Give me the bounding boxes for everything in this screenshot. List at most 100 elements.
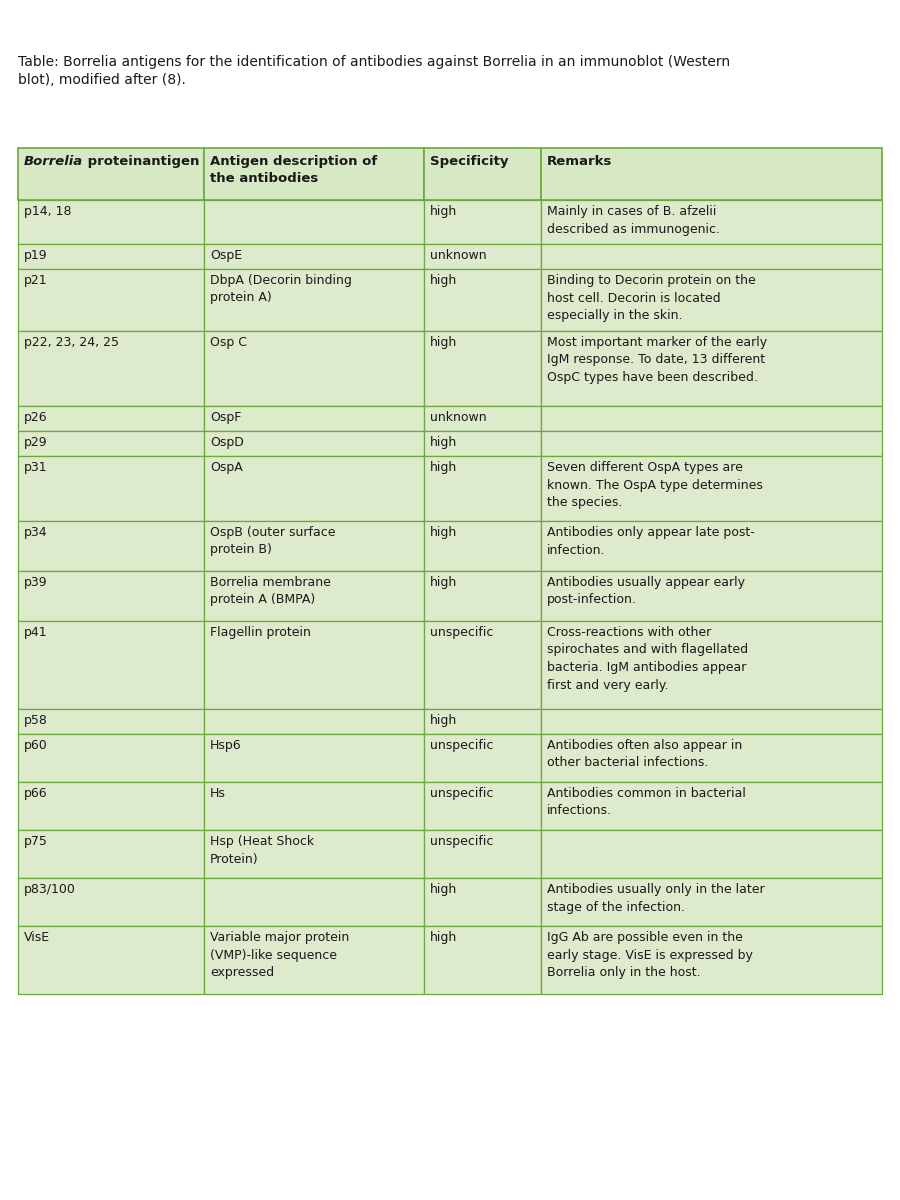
Bar xyxy=(541,878,882,926)
Text: unspecific: unspecific xyxy=(430,626,493,638)
Bar xyxy=(203,431,424,456)
Text: p14, 18: p14, 18 xyxy=(24,205,71,218)
Text: Antibodies only appear late post-
infection.: Antibodies only appear late post- infect… xyxy=(546,526,754,557)
Bar xyxy=(424,622,541,709)
Bar xyxy=(541,406,882,431)
Bar xyxy=(18,331,203,406)
Text: p22, 23, 24, 25: p22, 23, 24, 25 xyxy=(24,336,119,349)
Text: p41: p41 xyxy=(24,626,48,638)
Bar xyxy=(203,406,424,431)
Bar xyxy=(541,926,882,994)
Bar xyxy=(424,431,541,456)
Bar xyxy=(18,878,203,926)
Bar xyxy=(424,926,541,994)
Bar xyxy=(18,431,203,456)
Bar xyxy=(541,200,882,244)
Bar xyxy=(541,709,882,734)
Bar xyxy=(203,331,424,406)
Bar xyxy=(203,782,424,830)
Text: unspecific: unspecific xyxy=(430,835,493,848)
Text: Remarks: Remarks xyxy=(546,155,612,168)
Text: Borrelia: Borrelia xyxy=(24,155,83,168)
Bar xyxy=(18,148,203,200)
Text: high: high xyxy=(430,461,457,474)
Text: high: high xyxy=(430,883,457,896)
Bar xyxy=(424,406,541,431)
Text: Binding to Decorin protein on the
host cell. Decorin is located
especially in th: Binding to Decorin protein on the host c… xyxy=(546,274,755,322)
Bar xyxy=(424,521,541,571)
Text: Antigen description of
the antibodies: Antigen description of the antibodies xyxy=(210,155,377,186)
Bar xyxy=(18,926,203,994)
Text: Cross-reactions with other
spirochates and with flagellated
bacteria. IgM antibo: Cross-reactions with other spirochates a… xyxy=(546,626,748,691)
Text: unspecific: unspecific xyxy=(430,787,493,800)
Text: Mainly in cases of B. afzelii
described as immunogenic.: Mainly in cases of B. afzelii described … xyxy=(546,205,720,235)
Bar xyxy=(424,269,541,331)
Text: Antibodies usually appear early
post-infection.: Antibodies usually appear early post-inf… xyxy=(546,576,744,606)
Text: high: high xyxy=(430,436,457,449)
Text: p29: p29 xyxy=(24,436,48,449)
Bar xyxy=(424,244,541,269)
Bar xyxy=(18,406,203,431)
Bar xyxy=(203,878,424,926)
Bar xyxy=(424,878,541,926)
Text: blot), modified after (8).: blot), modified after (8). xyxy=(18,73,186,86)
Text: Hsp (Heat Shock
Protein): Hsp (Heat Shock Protein) xyxy=(210,835,314,865)
Text: IgG Ab are possible even in the
early stage. VisE is expressed by
Borrelia only : IgG Ab are possible even in the early st… xyxy=(546,931,752,979)
Bar xyxy=(18,734,203,782)
Bar xyxy=(541,571,882,622)
Bar xyxy=(424,200,541,244)
Bar xyxy=(18,521,203,571)
Text: OspA: OspA xyxy=(210,461,242,474)
Text: Table: Borrelia antigens for the identification of antibodies against Borrelia i: Table: Borrelia antigens for the identif… xyxy=(18,55,730,68)
Text: high: high xyxy=(430,526,457,539)
Bar xyxy=(203,269,424,331)
Text: high: high xyxy=(430,336,457,349)
Bar xyxy=(541,269,882,331)
Bar xyxy=(541,782,882,830)
Bar xyxy=(541,830,882,878)
Text: Borrelia membrane
protein A (BMPA): Borrelia membrane protein A (BMPA) xyxy=(210,576,330,606)
Text: high: high xyxy=(430,205,457,218)
Text: unknown: unknown xyxy=(430,248,487,262)
Text: OspB (outer surface
protein B): OspB (outer surface protein B) xyxy=(210,526,336,557)
Text: p26: p26 xyxy=(24,410,48,424)
Bar xyxy=(203,830,424,878)
Bar xyxy=(18,830,203,878)
Text: OspE: OspE xyxy=(210,248,242,262)
Text: Hs: Hs xyxy=(210,787,226,800)
Text: p75: p75 xyxy=(24,835,48,848)
Text: Antibodies usually only in the later
stage of the infection.: Antibodies usually only in the later sta… xyxy=(546,883,764,913)
Bar xyxy=(424,734,541,782)
Text: p60: p60 xyxy=(24,739,48,752)
Bar xyxy=(18,269,203,331)
Bar xyxy=(203,521,424,571)
Bar xyxy=(203,571,424,622)
Bar xyxy=(541,456,882,521)
Text: high: high xyxy=(430,274,457,287)
Bar xyxy=(424,456,541,521)
Text: p58: p58 xyxy=(24,714,48,727)
Bar xyxy=(203,456,424,521)
Bar xyxy=(424,830,541,878)
Text: p21: p21 xyxy=(24,274,48,287)
Text: Osp C: Osp C xyxy=(210,336,247,349)
Bar xyxy=(18,622,203,709)
Text: Seven different OspA types are
known. The OspA type determines
the species.: Seven different OspA types are known. Th… xyxy=(546,461,762,509)
Bar xyxy=(18,709,203,734)
Text: Antibodies common in bacterial
infections.: Antibodies common in bacterial infection… xyxy=(546,787,745,817)
Text: unspecific: unspecific xyxy=(430,739,493,752)
Text: Hsp6: Hsp6 xyxy=(210,739,241,752)
Bar xyxy=(203,622,424,709)
Text: Specificity: Specificity xyxy=(430,155,508,168)
Bar xyxy=(18,456,203,521)
Text: OspD: OspD xyxy=(210,436,244,449)
Bar xyxy=(203,244,424,269)
Text: proteinantigen: proteinantigen xyxy=(83,155,200,168)
Bar xyxy=(541,622,882,709)
Text: high: high xyxy=(430,576,457,589)
Text: OspF: OspF xyxy=(210,410,241,424)
Bar xyxy=(203,200,424,244)
Bar xyxy=(424,571,541,622)
Bar xyxy=(424,331,541,406)
Bar xyxy=(203,148,424,200)
